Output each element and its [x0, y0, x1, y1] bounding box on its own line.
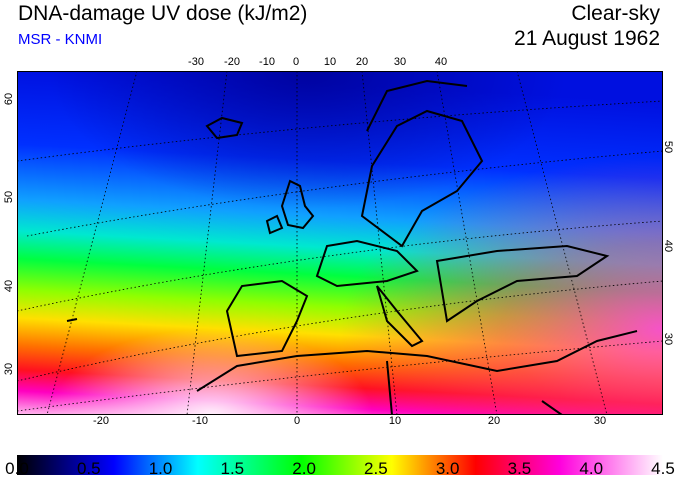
- top-lon-label: 40: [434, 56, 448, 68]
- coastlines: [66, 79, 638, 415]
- left-lat-label: 60: [3, 92, 16, 106]
- colorbar-label: 3.0: [435, 459, 460, 478]
- left-lat-label: 40: [3, 279, 16, 293]
- bottom-lon-label: -20: [93, 415, 109, 427]
- top-lon-label: 0: [292, 56, 300, 68]
- top-lon-label: -30: [188, 56, 204, 68]
- top-lon-label: 10: [323, 56, 337, 68]
- right-lat-label: 30: [662, 332, 675, 346]
- top-lon-label: -20: [224, 56, 240, 68]
- bottom-lon-label: 20: [487, 415, 501, 427]
- right-lat-label: 40: [662, 239, 675, 253]
- colorbar-label: 1.5: [220, 459, 245, 478]
- top-lon-label: -10: [259, 56, 275, 68]
- colorbar-label: 3.5: [507, 459, 532, 478]
- source-label: MSR - KNMI: [18, 31, 103, 48]
- colorbar-label: 0.0: [5, 459, 29, 478]
- colorbar-label: 4.0: [579, 459, 604, 478]
- bottom-lon-label: 30: [593, 415, 607, 427]
- colorbar-label: 2.0: [292, 459, 316, 478]
- colorbar-label: 1.0: [148, 459, 173, 478]
- left-lat-label: 50: [3, 190, 16, 204]
- bottom-lon-label: -10: [192, 415, 208, 427]
- right-lat-label: 50: [662, 140, 675, 154]
- left-lat-label: 30: [3, 362, 16, 376]
- bottom-lon-label: 0: [293, 415, 301, 427]
- map-title: DNA-damage UV dose (kJ/m2): [18, 2, 308, 25]
- bottom-lon-label: 10: [388, 415, 402, 427]
- top-lon-label: 20: [355, 56, 369, 68]
- date-label: 21 August 1962: [514, 27, 660, 50]
- colorbar-label: 0.5: [76, 459, 101, 478]
- colorbar: [17, 455, 663, 475]
- colorbar-label: 4.5: [651, 459, 675, 478]
- colorbar-label: 2.5: [364, 459, 388, 478]
- condition-label: Clear-sky: [571, 2, 660, 25]
- graticule: [17, 71, 663, 415]
- top-lon-label: 30: [393, 56, 407, 68]
- uv-dose-map: [17, 71, 663, 415]
